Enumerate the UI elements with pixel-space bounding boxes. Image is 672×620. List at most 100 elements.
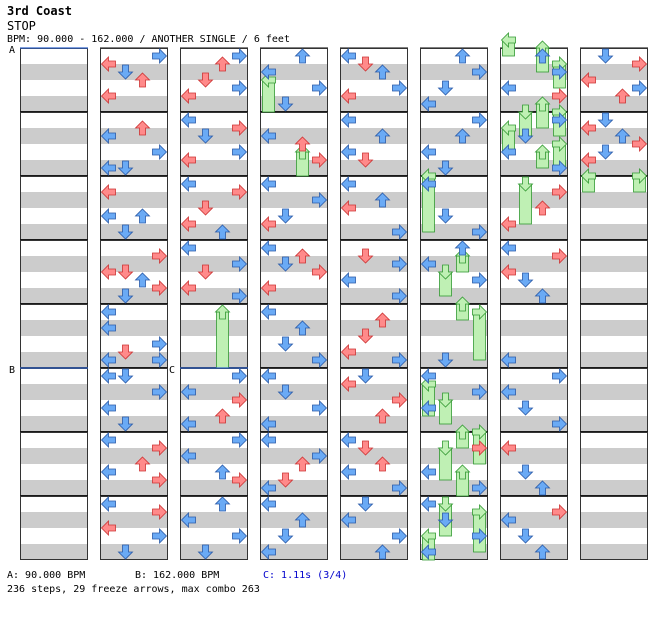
arrow-up-icon [534,480,551,496]
arrow-up-icon [614,128,631,144]
beat-stripe [180,96,248,112]
beat-stripe [20,448,88,464]
arrow-right-icon [392,224,408,240]
beat-stripe [580,512,648,528]
arrow-up-icon [214,56,231,72]
beat-stripe [260,128,328,144]
arrow-right-icon [472,112,488,128]
arrow-down-icon [597,112,614,128]
freeze-head-down-icon [517,104,534,120]
arrow-left-icon [340,376,356,392]
arrow-right-icon [552,88,568,104]
arrow-right-icon [472,440,488,456]
arrow-right-icon [392,480,408,496]
arrow-right-icon [152,528,168,544]
measure-frame [180,496,248,560]
arrow-down-icon [117,160,134,176]
arrow-right-icon [152,384,168,400]
arrow-left-icon [420,496,436,512]
beat-stripe [420,448,488,464]
arrow-left-icon [580,120,596,136]
beat-stripe [340,64,408,80]
beat-stripe [100,480,168,496]
beat-stripe [180,256,248,272]
freeze-head-up-icon [534,96,551,112]
arrow-left-icon [340,88,356,104]
arrow-down-icon [197,128,214,144]
arrow-left-icon [100,520,116,536]
beat-stripe [500,320,568,336]
beat-stripe [180,192,248,208]
arrow-left-icon [260,280,276,296]
arrow-right-icon [232,528,248,544]
arrow-down-icon [437,352,454,368]
beat-stripe [260,192,328,208]
beat-stripe [260,96,328,112]
beat-stripe [20,256,88,272]
beat-stripe [420,384,488,400]
beat-stripe [260,512,328,528]
arrow-right-icon [632,80,648,96]
beat-stripe [340,192,408,208]
arrow-right-icon [232,48,248,64]
arrow-right-icon [312,352,328,368]
beat-stripe [180,320,248,336]
arrow-left-icon [500,352,516,368]
arrow-left-icon [260,432,276,448]
beat-stripe [420,96,488,112]
arrow-left-icon [260,240,276,256]
arrow-left-icon [100,56,116,72]
arrow-left-icon [100,320,116,336]
arrow-up-icon [374,128,391,144]
bpm-info-line: BPM: 90.000 - 162.000 / ANOTHER SINGLE /… [7,34,290,45]
beat-stripe [580,544,648,560]
beat-stripe [580,128,648,144]
arrow-right-icon [472,272,488,288]
arrow-right-icon [152,352,168,368]
beat-stripe [260,224,328,240]
arrow-up-icon [534,544,551,560]
arrow-down-icon [437,208,454,224]
beat-stripe [580,96,648,112]
arrow-left-icon [500,240,516,256]
arrow-left-icon [500,216,516,232]
arrow-left-icon [100,208,116,224]
beat-stripe [180,416,248,432]
arrow-right-icon [232,120,248,136]
arrow-up-icon [454,48,471,64]
marker-b: B [9,365,16,376]
arrow-left-icon [420,368,436,384]
arrow-down-icon [517,128,534,144]
arrow-left-icon [100,352,116,368]
beat-stripe [500,288,568,304]
beat-stripe [100,512,168,528]
arrow-up-icon [134,120,151,136]
beat-stripe [580,256,648,272]
arrow-right-icon [552,160,568,176]
arrow-up-icon [374,192,391,208]
arrow-up-icon [614,88,631,104]
beat-stripe [420,512,488,528]
arrow-left-icon [260,304,276,320]
beat-stripe [580,192,648,208]
beat-stripe [260,160,328,176]
arrow-down-icon [117,544,134,560]
arrow-right-icon [552,368,568,384]
arrow-right-icon [312,264,328,280]
arrow-left-icon [180,384,196,400]
beat-stripe [580,160,648,176]
beat-stripe [260,352,328,368]
beat-stripe [340,544,408,560]
arrow-right-icon [392,528,408,544]
arrow-left-icon [100,496,116,512]
freeze-head-right-icon [472,504,488,520]
arrow-up-icon [214,464,231,480]
beat-stripe [20,320,88,336]
arrow-up-icon [454,240,471,256]
beat-stripe [420,320,488,336]
arrow-left-icon [100,368,116,384]
step-chart [20,32,648,561]
arrow-left-icon [260,368,276,384]
beat-stripe [340,352,408,368]
arrow-left-icon [260,416,276,432]
